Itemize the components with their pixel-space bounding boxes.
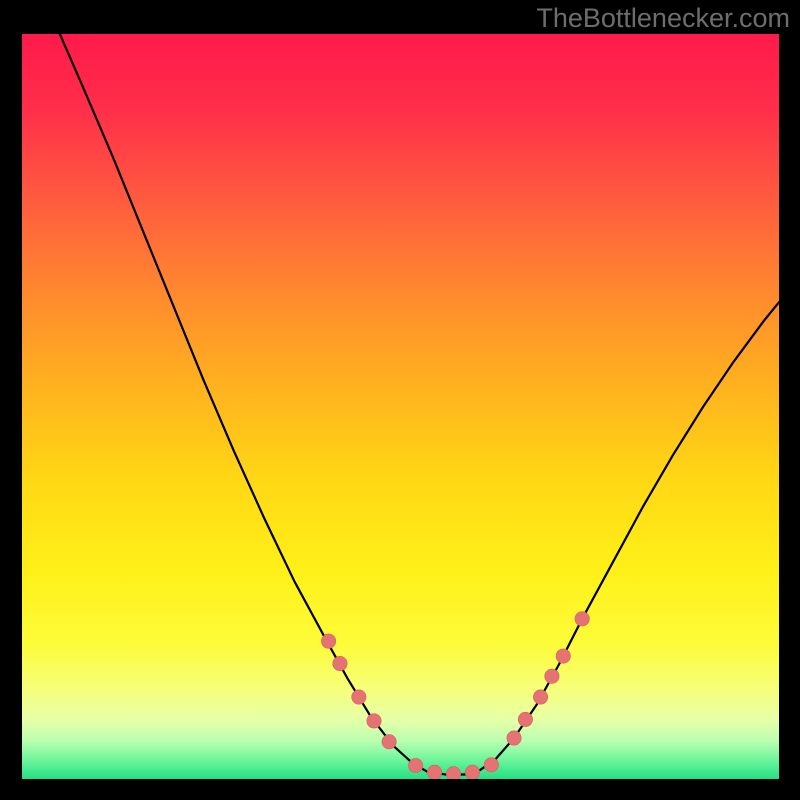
data-marker [408,758,422,772]
plot-area [22,34,779,779]
data-marker [333,656,347,670]
chart-frame: TheBottlenecker.com [0,0,800,800]
data-marker [427,765,441,779]
watermark-text: TheBottlenecker.com [536,3,790,34]
data-marker [367,714,381,728]
data-marker [446,767,460,779]
data-marker [507,731,521,745]
data-marker [575,612,589,626]
data-marker [352,690,366,704]
data-marker [556,649,570,663]
data-marker [545,669,559,683]
chart-overlay [22,34,779,779]
data-marker [382,735,396,749]
data-marker [484,758,498,772]
data-marker [321,634,335,648]
data-marker [465,765,479,779]
bottleneck-curve [60,34,779,775]
data-marker [533,690,547,704]
data-marker [518,712,532,726]
